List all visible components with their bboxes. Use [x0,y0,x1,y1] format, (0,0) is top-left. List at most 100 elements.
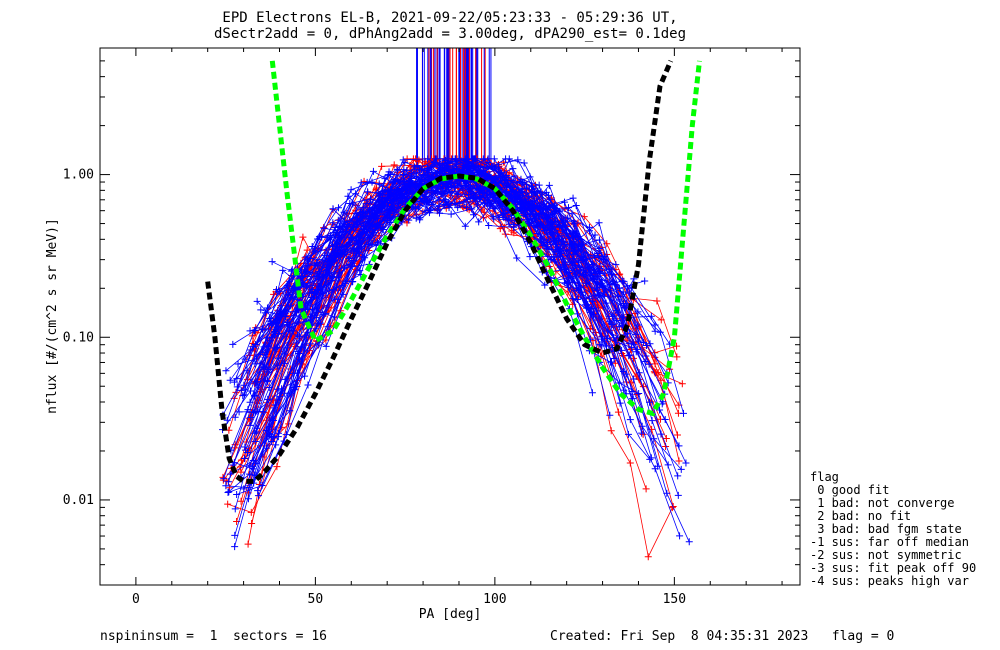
data-point-marker [311,301,319,309]
flag-legend: flag 0 good fit 1 bad: not converge 2 ba… [810,470,976,588]
data-point-marker [250,392,258,400]
data-point-marker [514,156,522,164]
data-point-marker [513,254,521,262]
y-tick-label: 0.10 [63,330,94,345]
data-point-marker [304,381,312,389]
data-point-marker [403,155,411,163]
data-point-marker [225,478,233,486]
data-point-marker [565,283,573,291]
data-point-marker [564,214,572,222]
data-point-marker [510,223,518,231]
data-point-marker [231,505,239,513]
data-point-marker [237,386,245,394]
data-point-marker [508,227,516,235]
data-point-marker [229,340,237,348]
data-point-marker [250,347,258,355]
data-point-marker [353,236,361,244]
data-point-marker [290,383,298,391]
data-point-marker [272,286,280,294]
data-point-marker [290,272,298,280]
data-point-marker [441,202,449,210]
data-point-marker [595,291,603,299]
data-point-marker [664,461,672,469]
data-point-marker [474,201,482,209]
data-point-marker [299,279,307,287]
data-point-marker [279,266,287,274]
data-point-marker [373,238,381,246]
data-point-marker [674,491,682,499]
data-point-marker [247,387,255,395]
data-point-marker [475,218,483,226]
data-point-marker [518,189,526,197]
data-point-marker [639,430,647,438]
data-point-marker [623,330,631,338]
data-point-marker [515,185,523,193]
data-point-marker [607,358,615,366]
data-point-marker [632,330,640,338]
data-point-marker [614,408,622,416]
data-point-marker [393,165,401,173]
data-point-marker [235,408,243,416]
data-point-marker [479,167,487,175]
data-point-marker [249,343,257,351]
data-point-marker [409,155,417,163]
data-point-marker [401,189,409,197]
data-point-marker [335,270,343,278]
data-point-marker [259,326,267,334]
data-point-marker [275,322,283,330]
data-point-marker [570,242,578,250]
x-tick-label: 100 [483,592,506,607]
footer-right: Created: Fri Sep 8 04:35:31 2023 flag = … [550,629,894,644]
data-point-marker [439,183,447,191]
data-point-marker [282,312,290,320]
data-point-marker [368,178,376,186]
data-point-marker [239,392,247,400]
green-fit-curve [269,60,702,417]
data-point-marker [364,220,372,228]
data-point-marker [222,367,230,375]
data-point-marker [646,340,654,348]
data-point-marker [329,286,337,294]
data-point-marker [653,297,661,305]
data-point-marker [347,186,355,194]
data-point-marker [550,203,558,211]
data-point-marker [274,361,282,369]
data-point-marker [448,188,456,196]
data-point-marker [569,194,577,202]
data-point-marker [412,214,420,222]
data-point-marker [499,211,507,219]
data-point-marker [546,213,554,221]
data-point-marker [526,253,534,261]
data-point-marker [651,465,659,473]
data-point-marker [403,166,411,174]
data-point-marker [416,216,424,224]
legend-item: 3 bad: bad fgm state [810,522,962,536]
series-blue [219,155,693,551]
data-point-marker [646,398,654,406]
data-point-marker [556,247,564,255]
data-point-marker [468,205,476,213]
data-point-marker [582,269,590,277]
data-point-marker [405,216,413,224]
data-point-marker [647,454,655,462]
data-point-marker [541,281,549,289]
data-point-marker [595,236,603,244]
data-point-marker [331,256,339,264]
data-point-marker [233,491,241,499]
data-point-marker [447,210,455,218]
data-point-marker [530,196,538,204]
data-point-marker [413,162,421,170]
data-point-marker [400,190,408,198]
legend-item: -1 sus: far off median [810,535,969,549]
data-point-marker [424,155,432,163]
data-point-marker [421,208,429,216]
data-point-marker [263,378,271,386]
data-point-marker [502,155,510,163]
data-point-marker [306,254,314,262]
data-point-marker [384,171,392,179]
data-point-marker [626,351,634,359]
data-point-marker [654,369,662,377]
footer-left: nspininsum = 1 sectors = 16 [100,629,327,644]
data-point-marker [573,284,581,292]
data-point-marker [315,233,323,241]
